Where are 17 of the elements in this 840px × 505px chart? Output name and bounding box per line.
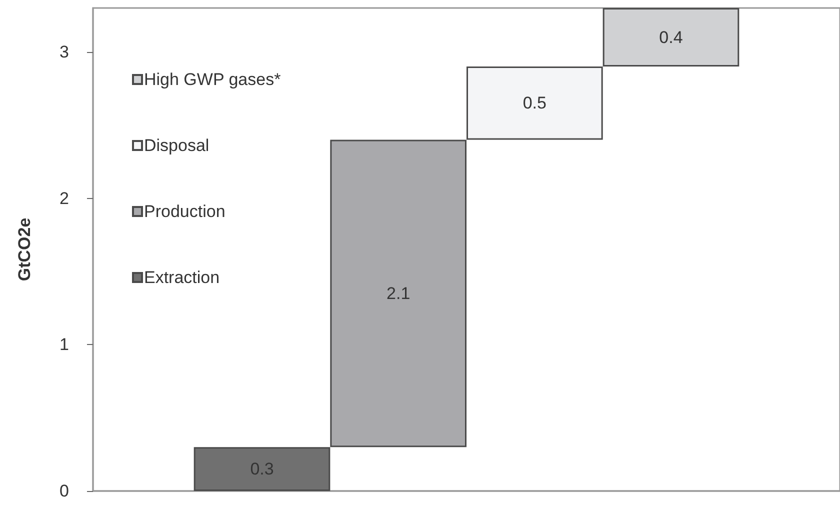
legend-label: Extraction — [144, 268, 220, 287]
bar — [602, 8, 740, 67]
data-label: 0.4 — [659, 28, 683, 47]
y-tick-label: 1 — [60, 335, 69, 354]
data-label: 0.5 — [522, 94, 546, 113]
bar — [194, 447, 330, 491]
bar — [466, 66, 603, 140]
legend-label: High GWP gases* — [144, 70, 282, 89]
data-label: 0.3 — [250, 460, 274, 479]
y-tick-label: 3 — [60, 42, 69, 62]
data-label: 2.1 — [386, 284, 410, 303]
legend-label: Disposal — [144, 136, 210, 155]
y-axis-title: GtCO2e — [15, 218, 34, 282]
y-tick-label: 2 — [60, 188, 69, 208]
bar — [330, 140, 466, 448]
y-tick-label: 0 — [60, 482, 69, 500]
legend-label: Production — [144, 202, 226, 221]
